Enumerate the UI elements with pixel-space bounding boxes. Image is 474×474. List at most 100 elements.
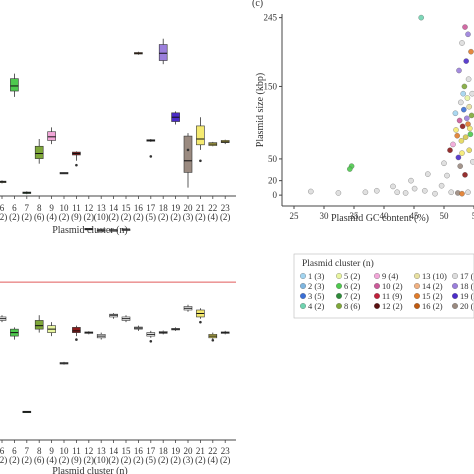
x-tick-label: 25 xyxy=(290,211,300,221)
legend-label: 4 (2) xyxy=(308,301,324,311)
box-9 xyxy=(47,127,56,145)
scatter-point xyxy=(465,76,472,82)
x-tick-label: 17 xyxy=(146,446,156,456)
scatter-point xyxy=(460,90,466,97)
x-tick-label: 30 xyxy=(320,211,330,221)
box-16 xyxy=(134,51,143,55)
scatter-point xyxy=(450,141,456,148)
scatter-point xyxy=(441,160,447,167)
y-tick-label: 150 xyxy=(264,81,278,91)
x-tick-label: 12 xyxy=(84,203,93,213)
scatter-point xyxy=(457,163,463,169)
x-tick-count: (2) xyxy=(59,455,70,465)
legend-label: 5 (2) xyxy=(344,271,360,281)
x-tick-count: (2) xyxy=(59,212,70,222)
x-tick-count: (2) xyxy=(108,455,119,465)
scatter-point xyxy=(465,31,471,38)
box-15 xyxy=(121,228,131,231)
scatter-point xyxy=(362,189,369,195)
x-tick-count: (2) xyxy=(84,455,95,465)
legend-swatch xyxy=(374,273,380,279)
x-tick-count: (2) xyxy=(220,212,231,222)
box-8 xyxy=(34,315,44,333)
scatter-point xyxy=(432,190,438,197)
x-tick-count: (3) xyxy=(183,212,194,222)
scatter-point xyxy=(394,189,400,195)
x-tick-label: 15 xyxy=(122,203,132,213)
box-19 xyxy=(171,327,180,331)
legend-swatch xyxy=(300,303,306,309)
legend-swatch xyxy=(374,283,380,289)
x-tick-label: 20 xyxy=(184,203,194,213)
x-tick-count: (4) xyxy=(208,212,219,222)
scatter-point xyxy=(418,14,424,21)
x-tick-label: 22 xyxy=(208,446,217,456)
y-axis-label: Plasmid size (kbp) xyxy=(255,73,266,147)
scatter-point xyxy=(411,185,418,192)
legend-label: 7 (2) xyxy=(344,291,360,301)
scatter-point xyxy=(408,177,414,184)
legend-label: 14 (2) xyxy=(422,281,443,291)
box-18 xyxy=(158,330,168,335)
x-tick-label: 20 xyxy=(184,446,194,456)
y-tick-label: 0 xyxy=(273,190,278,200)
scatter-point xyxy=(456,117,463,124)
x-tick-label: 22 xyxy=(208,203,217,213)
legend-label: 20 (3) xyxy=(460,301,474,311)
legend-label: 16 (2) xyxy=(422,301,443,311)
box-6 xyxy=(0,315,7,323)
x-tick-count: (2) xyxy=(22,455,33,465)
x-tick-label: 35 xyxy=(350,211,360,221)
box-19 xyxy=(171,111,180,125)
box-14 xyxy=(109,229,118,232)
x-tick-label: 6 xyxy=(12,446,17,456)
legend-swatch xyxy=(300,293,306,299)
box-body xyxy=(158,44,168,61)
box-17 xyxy=(146,330,156,343)
legend-label: 18 (5) xyxy=(460,281,474,291)
x-tick-label: 8 xyxy=(37,203,42,213)
box-23 xyxy=(220,139,230,145)
x-tick-label: 21 xyxy=(196,446,205,456)
scatter-point xyxy=(422,188,428,194)
x-tick-label: 14 xyxy=(109,446,119,456)
x-tick-label: 13 xyxy=(97,446,107,456)
x-tick-count: (2) xyxy=(9,455,20,465)
x-tick-count: (3) xyxy=(183,455,194,465)
x-tick-count: (5) xyxy=(146,212,157,222)
scatter-point xyxy=(463,58,469,64)
x-tick-label: 19 xyxy=(171,446,181,456)
legend-label: 19 (2) xyxy=(460,291,474,301)
outlier-point xyxy=(149,340,153,343)
x-tick-count: (10) xyxy=(94,455,109,465)
x-tick-count: (4) xyxy=(46,212,57,222)
box-body xyxy=(196,125,205,146)
scatter-point xyxy=(453,127,459,133)
scatter-point xyxy=(470,159,474,165)
box-21 xyxy=(196,117,205,163)
box-11 xyxy=(72,325,81,341)
legend-swatch xyxy=(336,303,342,309)
outlier-point xyxy=(199,159,202,163)
x-tick-label: 10 xyxy=(60,446,70,456)
legend-swatch xyxy=(414,293,420,299)
legend-label: 15 (2) xyxy=(422,291,443,301)
scatter-point xyxy=(452,110,459,117)
outlier-point xyxy=(149,155,153,158)
x-tick-label: 45 xyxy=(410,211,420,221)
x-axis-label: Plasmid GC content (%) xyxy=(331,213,429,224)
scatter-point xyxy=(467,125,473,132)
box-6 xyxy=(0,180,7,184)
panel-c-scatter: (c) 0 20 50 150 245 25 30 35 40 45 50 5 Plasmid GC co… xyxy=(252,0,474,224)
x-tick-count: (2) xyxy=(84,212,95,222)
scatter-point xyxy=(308,188,314,195)
box-10 xyxy=(59,172,69,175)
x-tick-label: 11 xyxy=(72,203,81,213)
box-12 xyxy=(84,331,94,335)
box-18 xyxy=(158,38,168,65)
scatter-point xyxy=(458,99,464,106)
outlier-point xyxy=(211,338,215,342)
x-tick-count: (4) xyxy=(46,455,57,465)
box-body xyxy=(10,78,19,92)
